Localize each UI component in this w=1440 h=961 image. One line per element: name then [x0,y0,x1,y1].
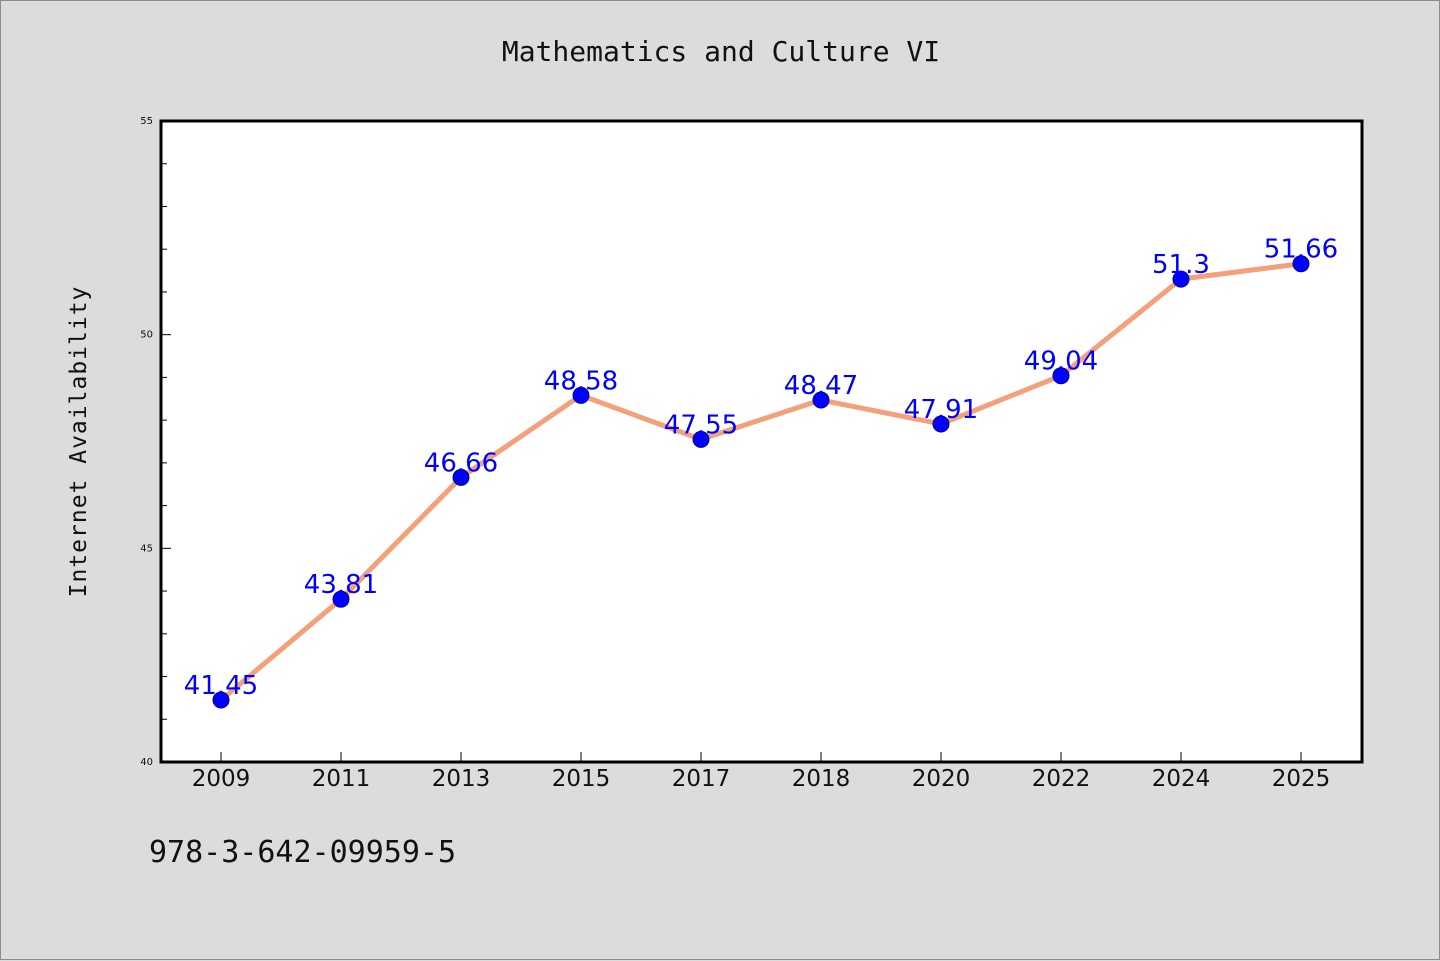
data-point [1292,255,1310,273]
isbn-text: 978-3-642-09959-5 [149,835,457,870]
y-tick-label: 40 [140,757,153,768]
data-label: 47.55 [664,410,738,440]
y-tick-label: 45 [140,543,153,554]
data-label: 47.91 [904,395,978,425]
data-point [452,468,470,486]
data-point [1052,367,1070,385]
plot-area [161,121,1362,762]
x-tick-label: 2009 [192,766,251,792]
data-point [932,415,950,433]
data-point [572,386,590,404]
data-markers [212,255,1310,709]
data-labels: 41.45 43.81 46.66 48.58 47.55 48.47 47.91 49.04… [184,235,1338,701]
y-axis-label: Internet Availability [66,286,92,598]
data-point [1172,270,1190,288]
data-label: 43.81 [304,570,378,600]
x-tick-label: 2013 [432,766,491,792]
data-point [692,430,710,448]
x-tick-label: 2024 [1152,766,1211,792]
x-tick-label: 2015 [552,766,611,792]
data-label: 49.04 [1024,347,1098,377]
data-label: 51.3 [1152,250,1210,280]
x-tick-label: 2020 [912,766,971,792]
x-tick-label: 2018 [792,766,851,792]
x-tick-label: 2025 [1272,766,1331,792]
data-point [812,391,830,409]
data-label: 41.45 [184,671,258,701]
x-tick-label: 2017 [672,766,731,792]
data-label: 51.66 [1264,235,1338,265]
y-tick-label: 50 [140,330,153,341]
data-label: 46.66 [424,448,498,478]
data-point [332,590,350,608]
data-point [212,691,230,709]
x-axis: 2009 2011 2013 2015 2017 2018 2020 2022 2024 2025 [192,752,1331,792]
data-label: 48.58 [544,366,618,396]
y-tick-label: 55 [140,116,153,127]
data-label: 48.47 [784,371,858,401]
x-tick-label: 2011 [312,766,371,792]
x-tick-label: 2022 [1032,766,1091,792]
chart-title: Mathematics and Culture VI [501,35,941,68]
series-line [219,261,1302,702]
plot-frame [159,119,1364,764]
